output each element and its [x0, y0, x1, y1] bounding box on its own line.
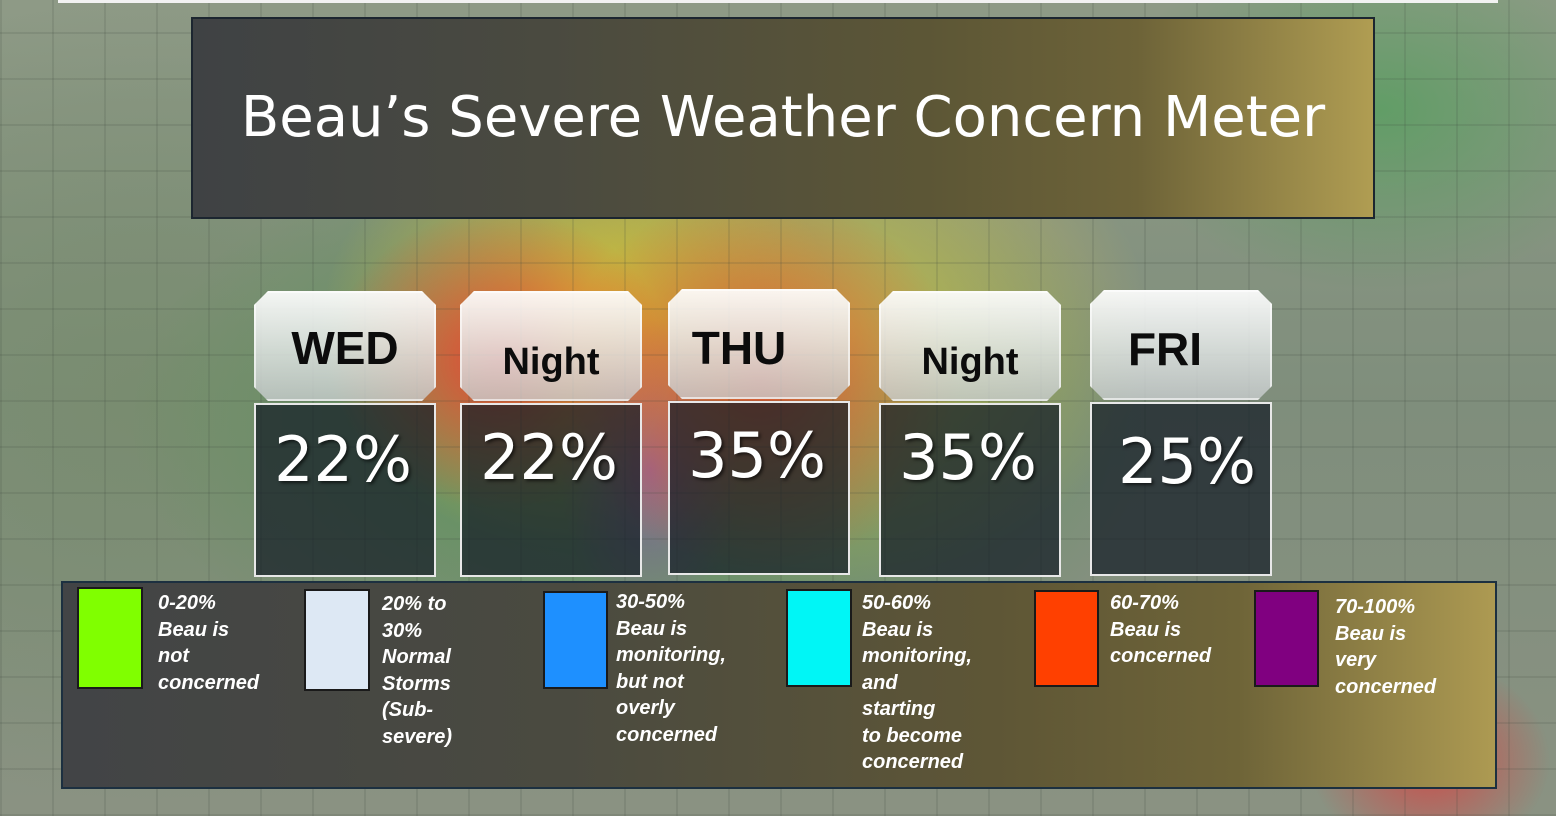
day-label: Night [502, 341, 600, 383]
legend-swatch [1254, 590, 1319, 687]
day-tab [879, 291, 1061, 401]
value-box [460, 403, 642, 577]
day-tab [254, 291, 436, 401]
day-tab [1090, 290, 1272, 400]
day-label: THU [691, 322, 787, 374]
legend-swatch [543, 591, 608, 689]
value-box [668, 401, 850, 575]
legend-text: 50-60% Beau is monitoring, and starting … [862, 592, 972, 773]
legend-swatch [1034, 590, 1099, 687]
day-label: Night [921, 341, 1019, 383]
legend-swatch [304, 589, 370, 691]
title-panel: Beau’s Severe Weather Concern Meter [191, 17, 1375, 219]
legend-swatch [77, 587, 143, 689]
concern-percent: 22% [480, 421, 618, 494]
top-border-line [58, 0, 1498, 3]
day-tab [668, 289, 850, 399]
concern-percent: 22% [274, 423, 412, 496]
day-label: FRI [1127, 323, 1203, 375]
legend-text: 60-70% Beau is concerned [1110, 592, 1212, 667]
page-title: Beau’s Severe Weather Concern Meter [240, 84, 1326, 150]
value-box [879, 403, 1061, 577]
legend-text: 0-20% Beau is not concerned [158, 592, 260, 694]
day-tab [460, 291, 642, 401]
day-label: WED [291, 322, 399, 374]
concern-percent: 35% [688, 419, 826, 492]
value-box [1090, 402, 1272, 576]
concern-percent: 25% [1118, 425, 1256, 498]
value-box [254, 403, 436, 577]
legend-text: 70-100% Beau is very concerned [1335, 596, 1437, 698]
concern-percent: 35% [899, 421, 1037, 494]
legend-text: 20% to 30% Normal Storms (Sub-severe) [382, 593, 453, 748]
legend-text: 30-50% Beau is monitoring, but not overl… [616, 591, 726, 746]
legend-swatch [786, 589, 852, 687]
